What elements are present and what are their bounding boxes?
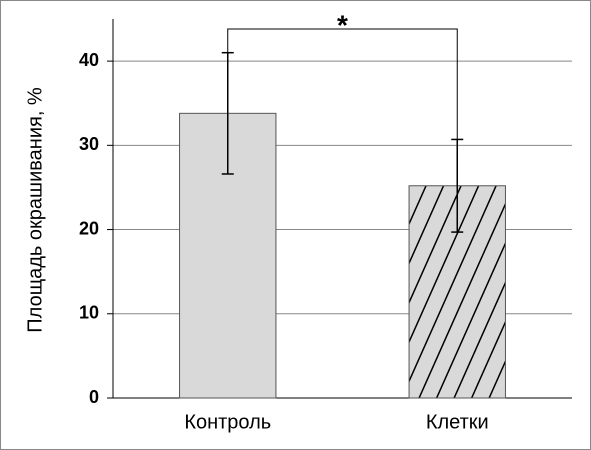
- y-tick-label: 30: [79, 134, 99, 154]
- y-tick-label: 10: [79, 303, 99, 323]
- y-tick-label: 40: [79, 50, 99, 70]
- x-tick-label: Контроль: [184, 411, 271, 433]
- y-axis-label: Площадь окрашивания, %: [24, 87, 46, 333]
- x-tick-label: Клетки: [426, 411, 489, 433]
- significance-label: *: [337, 9, 348, 40]
- y-tick-label: 0: [89, 387, 99, 407]
- y-tick-label: 20: [79, 218, 99, 238]
- significance-bracket: [227, 28, 458, 140]
